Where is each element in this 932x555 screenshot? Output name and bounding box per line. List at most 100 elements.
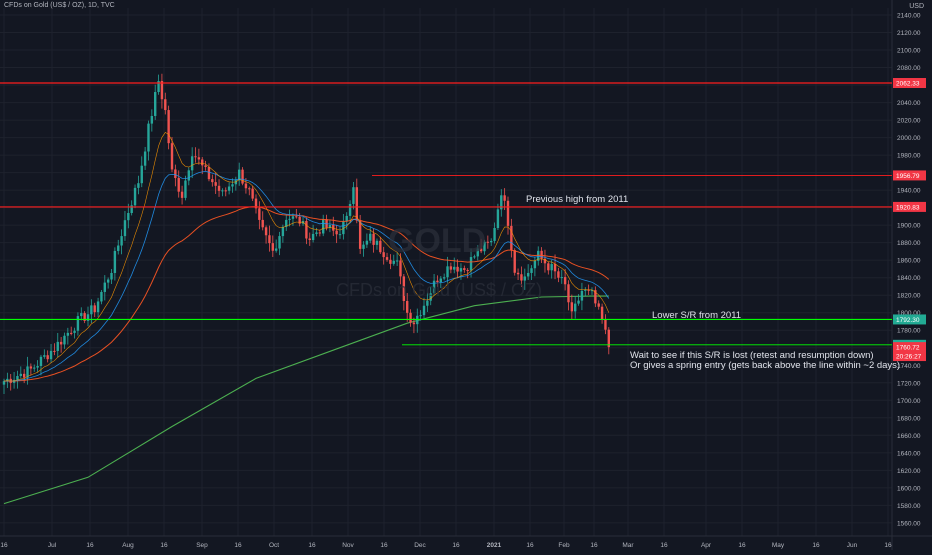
x-tick-label: 16	[380, 542, 388, 549]
candle-down	[506, 200, 510, 226]
y-tick-label: 1840.00	[897, 275, 921, 282]
candle-up	[311, 233, 315, 241]
candle-up	[493, 227, 496, 241]
y-tick-label: 2040.00	[897, 100, 921, 107]
y-tick-label: 1580.00	[897, 503, 921, 510]
candle-up	[476, 248, 479, 257]
candle-up	[100, 291, 103, 302]
candle-down	[93, 305, 96, 313]
x-tick-label: 16	[234, 542, 242, 549]
y-tick-label: 1660.00	[897, 433, 921, 440]
y-tick-label: 1900.00	[897, 223, 921, 230]
candle-down	[83, 313, 86, 321]
candle-up	[278, 236, 281, 249]
x-tick-label: 16	[526, 542, 534, 549]
x-tick-label: 16	[812, 542, 820, 549]
candle-down	[516, 272, 520, 275]
candle-down	[540, 250, 543, 259]
candle-down	[402, 276, 406, 302]
x-tick-label: Feb	[558, 542, 570, 549]
y-tick-label: 1780.00	[897, 328, 921, 335]
y-tick-label: 1820.00	[897, 293, 921, 300]
candle-up	[147, 123, 150, 152]
candle-down	[587, 289, 590, 291]
candle-down	[372, 233, 375, 245]
candle-up	[140, 165, 143, 184]
candle-down	[385, 257, 389, 260]
candle-down	[160, 81, 164, 100]
y-tick-label: 1980.00	[897, 153, 921, 160]
candle-up	[473, 256, 476, 258]
candle-up	[106, 279, 110, 283]
x-tick-label: 16	[0, 542, 8, 549]
x-tick-label: 16	[160, 542, 168, 549]
x-tick-label: Mar	[622, 542, 634, 549]
candle-up	[274, 248, 278, 251]
y-tick-label: 1620.00	[897, 468, 921, 475]
candle-up	[375, 240, 379, 245]
ma-20-line	[3, 170, 610, 382]
x-tick-label: 2021	[487, 542, 502, 549]
candle-up	[496, 209, 500, 228]
candle-up	[231, 184, 234, 187]
candle-up	[157, 81, 160, 93]
candle-down	[553, 264, 557, 272]
candle-down	[379, 240, 382, 253]
candle-up	[190, 156, 194, 171]
x-tick-label: Sep	[196, 542, 208, 549]
candle-down	[254, 198, 258, 209]
candle-up	[2, 381, 6, 385]
candle-up	[117, 245, 120, 251]
watermark-symbol: GOLD	[388, 222, 487, 260]
candle-up	[56, 341, 59, 351]
candle-up	[429, 293, 432, 301]
candle-up	[63, 335, 66, 345]
candle-down	[399, 260, 402, 277]
candle-up	[285, 219, 288, 227]
candle-down	[244, 183, 248, 189]
candle-up	[550, 264, 553, 271]
x-tick-label: 16	[590, 542, 598, 549]
candle-down	[29, 366, 33, 369]
candle-up	[16, 376, 19, 380]
candle-down	[355, 187, 358, 221]
candle-down	[70, 332, 73, 334]
candle-up	[580, 290, 584, 301]
candle-down	[197, 157, 201, 160]
candle-down	[241, 169, 244, 184]
candle-down	[170, 143, 174, 170]
candle-up	[530, 268, 533, 273]
y-tick-label: 1860.00	[897, 258, 921, 265]
candle-down	[261, 219, 264, 228]
candle-up	[73, 330, 76, 333]
candle-up	[469, 257, 473, 271]
candle-down	[547, 263, 550, 271]
candle-down	[335, 230, 338, 235]
level-price-tag	[893, 314, 926, 325]
level-price-tag	[893, 170, 926, 181]
candle-up	[133, 187, 137, 206]
candle-up	[49, 350, 53, 360]
level-price-tag	[893, 78, 926, 89]
x-tick-label: 16	[738, 542, 746, 549]
candle-up	[426, 300, 429, 306]
candle-up	[6, 378, 9, 382]
y-tick-label: 2100.00	[897, 48, 921, 55]
price-tag-label: 20:26:27	[896, 354, 922, 361]
candle-up	[537, 250, 540, 261]
candle-down	[258, 208, 261, 220]
candle-up	[590, 290, 594, 292]
candle-down	[563, 277, 567, 285]
candle-up	[143, 151, 147, 166]
candle-down	[466, 269, 469, 271]
candle-up	[113, 250, 117, 273]
candle-down	[520, 274, 523, 281]
candle-down	[436, 280, 439, 283]
candle-up	[36, 366, 39, 368]
currency-label[interactable]: USD	[909, 3, 924, 10]
x-tick-label: May	[772, 542, 785, 549]
candle-up	[110, 272, 113, 280]
x-tick-label: 16	[308, 542, 316, 549]
candle-down	[412, 322, 416, 325]
